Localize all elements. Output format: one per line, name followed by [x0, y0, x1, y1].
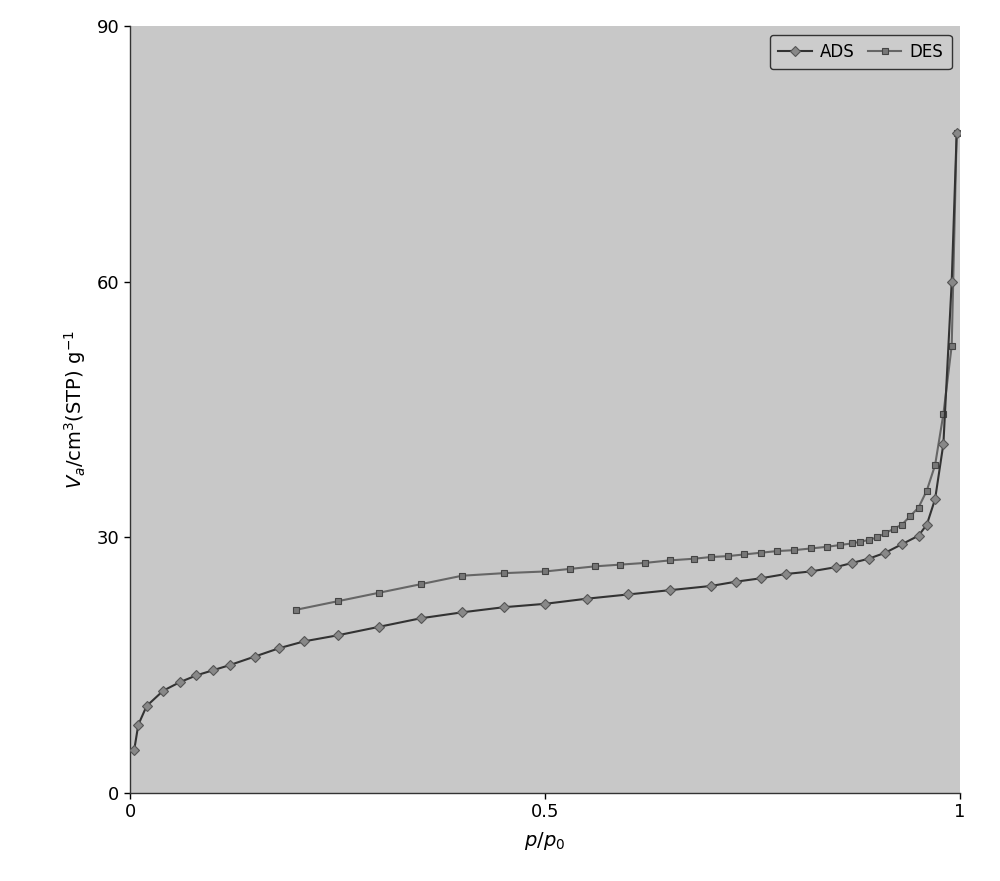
Line: DES: DES [293, 130, 960, 613]
ADS [912, 530, 924, 541]
ADS [921, 520, 933, 530]
DES [929, 460, 941, 470]
ADS [539, 598, 551, 609]
ADS [622, 589, 634, 600]
ADS [805, 566, 817, 577]
Legend: ADS, DES: ADS, DES [770, 34, 952, 70]
ADS [498, 602, 510, 612]
DES [854, 537, 866, 547]
DES [946, 341, 958, 352]
DES [846, 538, 858, 549]
DES [498, 568, 510, 579]
ADS [414, 613, 426, 624]
DES [639, 558, 651, 568]
DES [664, 555, 676, 566]
DES [705, 552, 717, 562]
ADS [224, 660, 236, 670]
ADS [174, 677, 186, 687]
ADS [830, 562, 842, 573]
DES [373, 588, 385, 598]
DES [688, 553, 700, 564]
DES [771, 545, 783, 556]
DES [589, 561, 601, 572]
DES [863, 535, 875, 545]
DES [871, 532, 883, 543]
ADS [780, 569, 792, 580]
DES [332, 596, 344, 607]
X-axis label: $p/p_0$: $p/p_0$ [524, 830, 566, 852]
DES [564, 564, 576, 574]
ADS [332, 630, 344, 640]
DES [456, 571, 468, 581]
ADS [946, 277, 958, 287]
DES [738, 549, 750, 559]
ADS [248, 651, 260, 662]
DES [290, 604, 302, 615]
ADS [705, 581, 717, 591]
ADS [207, 665, 219, 676]
ADS [141, 700, 153, 711]
ADS [190, 670, 202, 681]
DES [879, 528, 891, 538]
ADS [863, 553, 875, 564]
DES [414, 579, 426, 589]
ADS [937, 439, 949, 449]
DES [755, 547, 767, 558]
ADS [755, 573, 767, 583]
Y-axis label: $V_a$/cm$^3$(STP) g$^{-1}$: $V_a$/cm$^3$(STP) g$^{-1}$ [63, 330, 88, 489]
DES [937, 409, 949, 419]
DES [888, 523, 900, 534]
DES [614, 559, 626, 570]
ADS [157, 685, 169, 696]
ADS [132, 720, 144, 730]
ADS [298, 636, 310, 647]
ADS [929, 493, 941, 504]
DES [912, 502, 924, 513]
DES [821, 542, 833, 552]
Line: ADS: ADS [131, 130, 960, 754]
DES [539, 566, 551, 577]
ADS [879, 547, 891, 558]
DES [904, 511, 916, 522]
ADS [128, 745, 140, 756]
DES [896, 520, 908, 530]
ADS [664, 585, 676, 596]
DES [921, 485, 933, 496]
ADS [456, 607, 468, 618]
ADS [373, 622, 385, 633]
ADS [273, 643, 285, 654]
DES [951, 128, 963, 138]
ADS [846, 558, 858, 568]
ADS [580, 594, 592, 604]
DES [834, 540, 846, 551]
DES [722, 551, 734, 561]
DES [788, 544, 800, 556]
ADS [730, 576, 742, 587]
ADS [896, 539, 908, 550]
ADS [951, 128, 963, 138]
DES [805, 544, 817, 554]
